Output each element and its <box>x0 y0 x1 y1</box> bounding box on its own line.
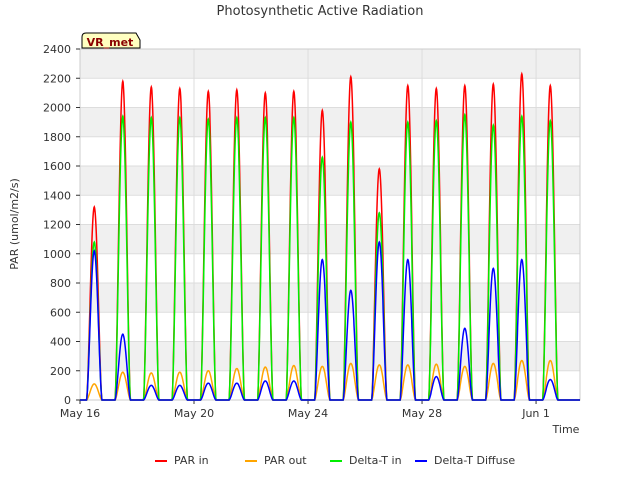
legend-label: Delta-T Diffuse <box>434 454 515 467</box>
y-tick-label: 1200 <box>43 219 71 232</box>
y-tick-label: 1400 <box>43 189 71 202</box>
legend-label: PAR in <box>174 454 209 467</box>
legend-label: PAR out <box>264 454 307 467</box>
y-tick-label: 1800 <box>43 131 71 144</box>
grid-band <box>80 341 580 371</box>
y-tick-label: 400 <box>50 336 71 349</box>
y-tick-label: 2200 <box>43 72 71 85</box>
legend-label: Delta-T in <box>349 454 402 467</box>
y-axis-label: PAR (umol/m2/s) <box>8 178 21 270</box>
y-tick-label: 200 <box>50 365 71 378</box>
y-tick-label: 0 <box>64 394 71 407</box>
x-tick-label: Jun 1 <box>521 407 550 420</box>
x-tick-label: May 16 <box>60 407 100 420</box>
x-tick-label: May 28 <box>402 407 442 420</box>
y-tick-label: 2000 <box>43 102 71 115</box>
grid-band <box>80 283 580 313</box>
series-line-delta-t-diffuse <box>80 240 580 401</box>
site-badge: VR_met <box>81 32 141 49</box>
site-badge-label: VR_met <box>87 36 134 49</box>
y-tick-label: 600 <box>50 306 71 319</box>
legend: PAR in PAR out Delta-T in Delta-T Diffuse <box>155 454 515 467</box>
grid-band <box>80 49 580 79</box>
x-tick-label: May 24 <box>288 407 328 420</box>
y-tick-label: 2400 <box>43 43 71 56</box>
y-tick-label: 1600 <box>43 160 71 173</box>
y-tick-label: 800 <box>50 277 71 290</box>
chart-title: Photosynthetic Active Radiation <box>217 4 424 19</box>
y-tick-label: 1000 <box>43 248 71 261</box>
grid-band <box>80 107 580 137</box>
x-axis-label: Time <box>552 423 580 436</box>
x-tick-label: May 20 <box>174 407 214 420</box>
